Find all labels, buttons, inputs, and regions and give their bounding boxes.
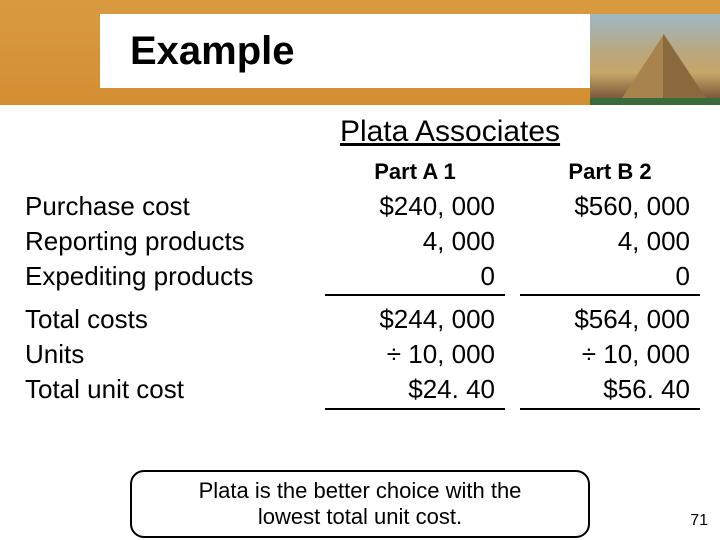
pyramid-icon (590, 14, 720, 98)
cost-table: Part A 1 Part B 2 Purchase cost $240, 00… (25, 159, 695, 410)
cell-b: $564, 000 (520, 302, 700, 337)
cell-a: 0 (325, 259, 505, 296)
cell-b: 0 (520, 259, 700, 296)
row-label: Units (25, 337, 310, 372)
cell-a: ÷ 10, 000 (325, 337, 505, 372)
callout-box: Plata is the better choice with the lowe… (130, 470, 590, 538)
callout-line-1: Plata is the better choice with the (142, 478, 578, 504)
accent-strip (590, 98, 720, 105)
row-label: Expediting products (25, 259, 310, 296)
column-header-b: Part B 2 (520, 159, 700, 189)
content-area: Plata Associates Part A 1 Part B 2 Purch… (0, 115, 720, 410)
row-label: Total costs (25, 302, 310, 337)
header-spacer (25, 159, 310, 189)
cell-b: ÷ 10, 000 (520, 337, 700, 372)
cell-a: $240, 000 (325, 189, 505, 224)
callout-line-2: lowest total unit cost. (142, 504, 578, 530)
row-label: Total unit cost (25, 372, 310, 409)
cell-b: $56. 40 (520, 372, 700, 409)
row-label: Reporting products (25, 224, 310, 259)
cell-a: 4, 000 (325, 224, 505, 259)
cell-a: $24. 40 (325, 372, 505, 409)
cell-a: $244, 000 (325, 302, 505, 337)
subtitle: Plata Associates (25, 115, 695, 149)
column-header-a: Part A 1 (325, 159, 505, 189)
page-number: 71 (690, 512, 708, 530)
row-label: Purchase cost (25, 189, 310, 224)
cell-b: $560, 000 (520, 189, 700, 224)
cell-b: 4, 000 (520, 224, 700, 259)
slide-title: Example (130, 29, 295, 74)
